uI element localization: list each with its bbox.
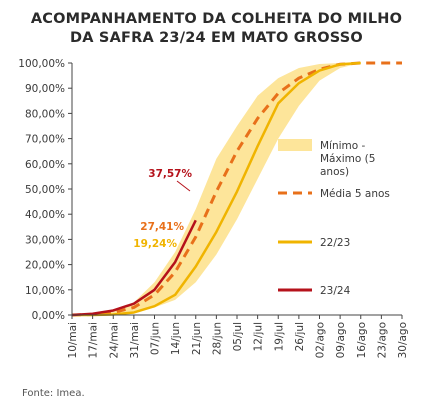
- x-tick-label: 05/jul: [232, 322, 244, 351]
- series-line-2: [72, 61, 361, 317]
- chart-title-line-1: ACOMPANHAMENTO DA COLHEITA DO MILHO: [30, 11, 403, 27]
- series-line-3: [71, 219, 197, 317]
- x-tick-label: 16/ago: [356, 322, 368, 358]
- y-tick-label: 80,00%: [25, 108, 65, 120]
- x-tick-label: 07/jun: [150, 322, 162, 355]
- x-tick-label: 14/jun: [170, 322, 182, 355]
- x-tick-label: 17/mai: [88, 322, 100, 358]
- y-tick-label: 0,00%: [32, 310, 65, 322]
- legend-label-band: Mínimo -Máximo (5 anos): [320, 140, 375, 178]
- y-tick-label: 30,00%: [25, 234, 65, 246]
- x-tick-label: 23/ago: [376, 322, 388, 358]
- chart-title: ACOMPANHAMENTO DA COLHEITA DO MILHO DA S…: [0, 10, 433, 48]
- x-tick-label: 09/ago: [335, 322, 347, 358]
- x-tick-label: 10/mai: [67, 322, 79, 358]
- source-note: Fonte: Imea.: [22, 388, 85, 399]
- y-tick-label: 70,00%: [25, 134, 65, 146]
- x-tick-label: 26/jul: [294, 322, 306, 351]
- y-tick-label: 90,00%: [25, 83, 65, 95]
- y-tick-label: 100,00%: [18, 58, 65, 70]
- y-tick-label: 40,00%: [25, 209, 65, 221]
- legend-swatch-band: [278, 139, 312, 151]
- legend: Mínimo -Máximo (5 anos) Média 5 anos 22/23 2…: [278, 139, 390, 297]
- legend-label-series-3: 23/24: [320, 285, 351, 297]
- axes-group: 0,00% 10,00% 20,00% 30,00% 40,00% 50,00% 60,00…: [18, 58, 409, 358]
- x-tick-label: 24/mai: [108, 322, 120, 358]
- y-tick-label: 20,00%: [25, 260, 65, 272]
- y-tick-label: 60,00%: [25, 159, 65, 171]
- y-tick-label: 10,00%: [25, 285, 65, 297]
- series-group: [71, 61, 402, 317]
- y-tick-label: 50,00%: [25, 184, 65, 196]
- x-tick-label: 31/mai: [129, 322, 141, 358]
- x-tick-label: 21/jun: [191, 322, 203, 355]
- annotation-label-1: 37,57%: [148, 168, 192, 180]
- x-tick-label: 28/jun: [211, 322, 223, 355]
- x-tick-label: 02/ago: [315, 322, 327, 358]
- chart-title-line-2: DA SAFRA 23/24 EM MATO GROSSO: [70, 30, 363, 46]
- x-tick-label: 19/jul: [273, 322, 285, 351]
- annotations-group: 37,57% 27,41% 19,24%: [133, 168, 192, 250]
- x-tick-label: 30/ago: [397, 322, 409, 358]
- legend-label-series-2: 22/23: [320, 237, 350, 249]
- annotation-pointer: [176, 180, 191, 192]
- annotation-label-3: 19,24%: [133, 238, 177, 250]
- x-tick-label: 12/jul: [253, 322, 265, 351]
- annotation-label-2: 27,41%: [140, 221, 184, 233]
- legend-label-series-1: Média 5 anos: [320, 188, 390, 200]
